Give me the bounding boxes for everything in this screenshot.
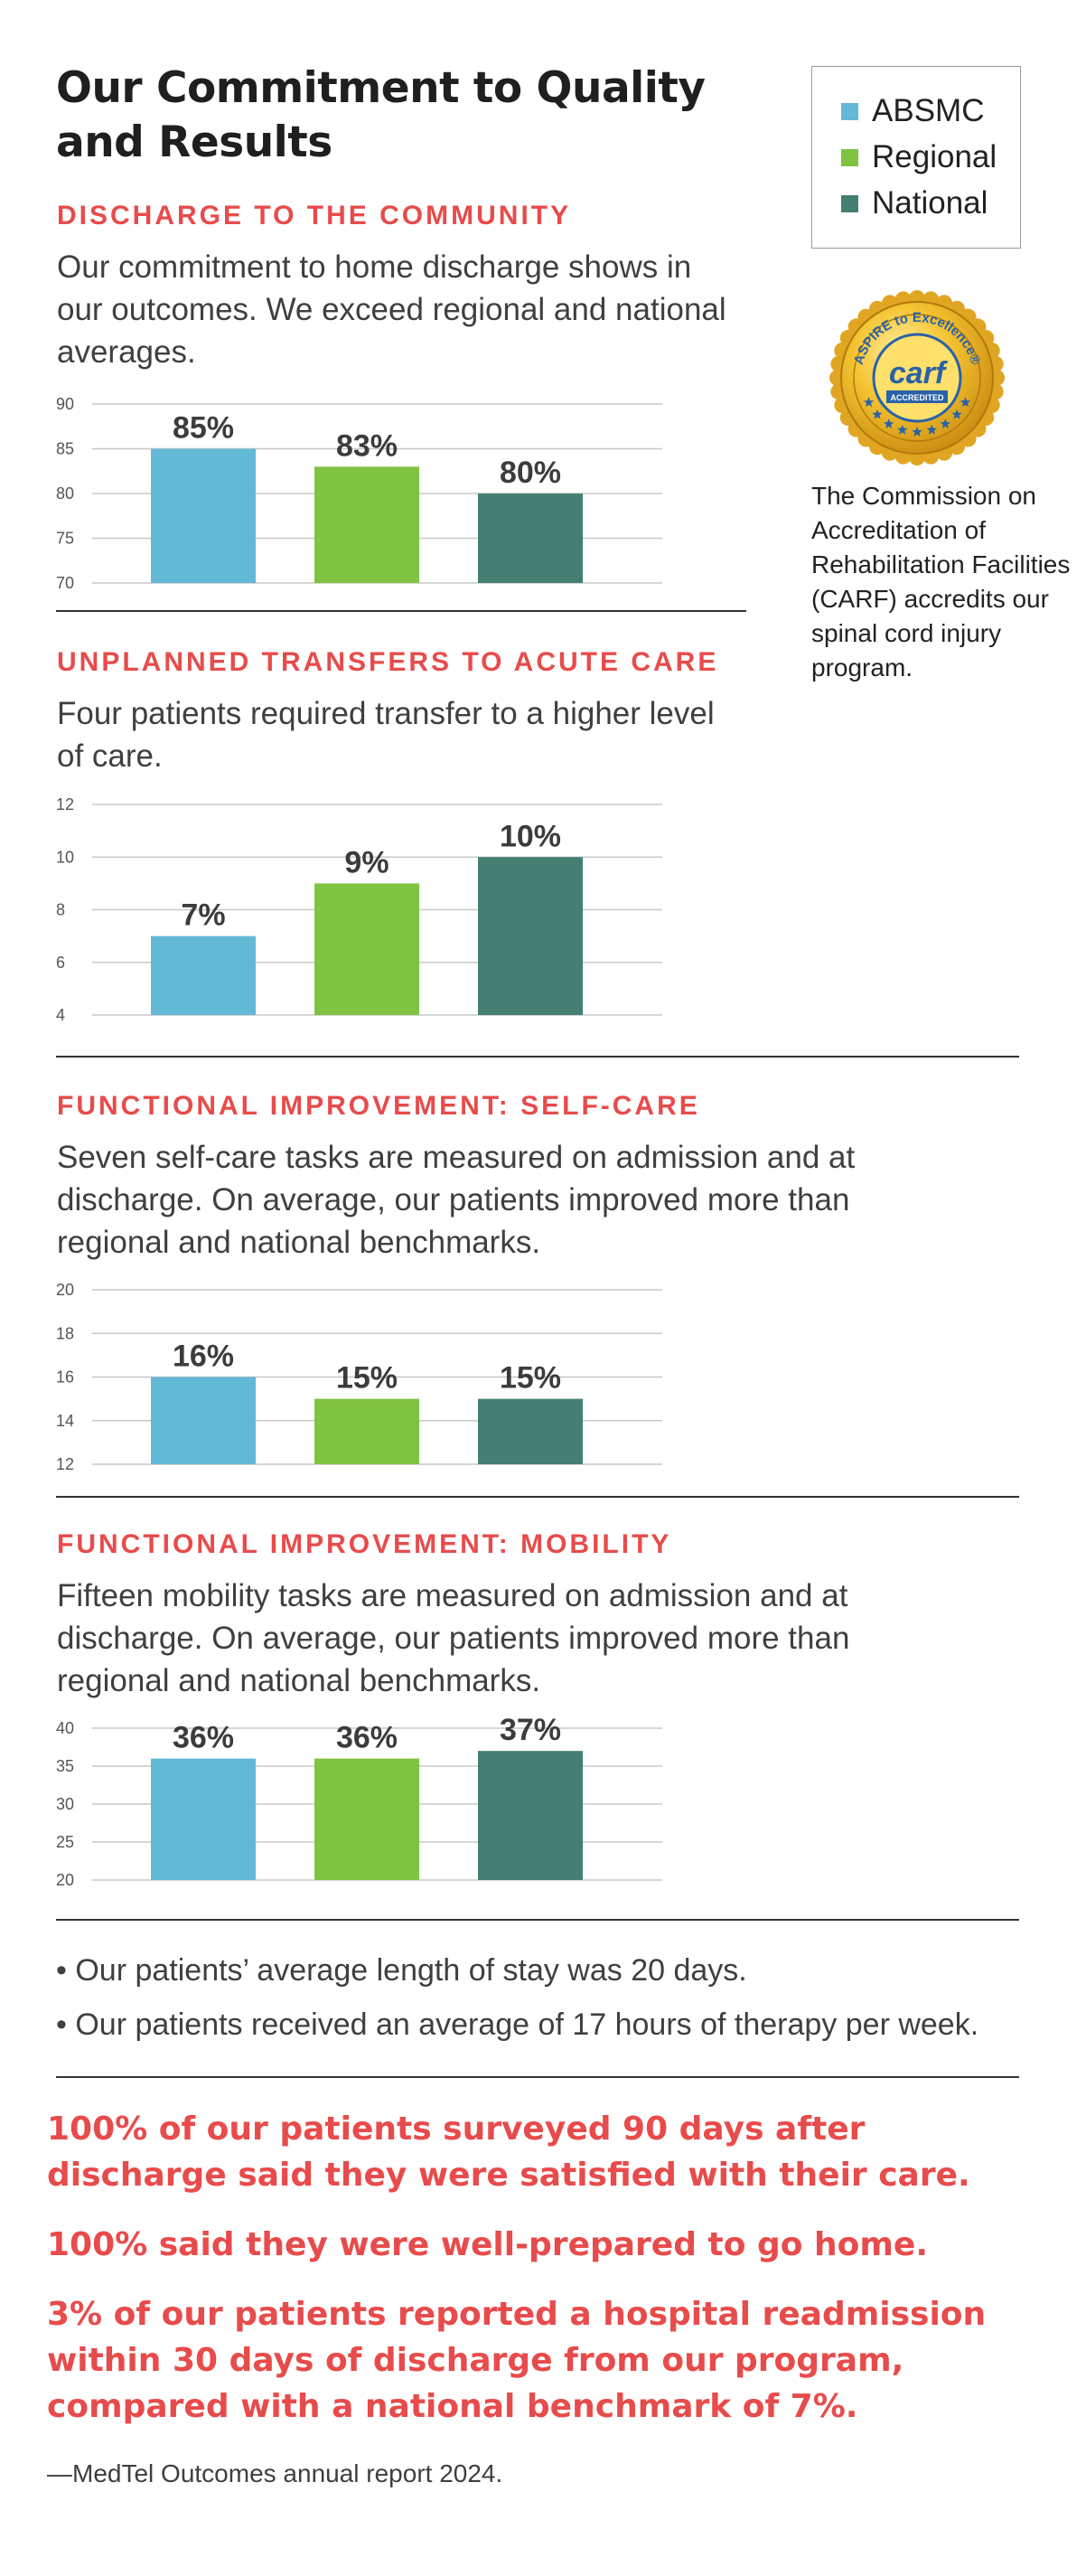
y-tick-label: 30: [56, 1795, 74, 1813]
chart-legend: ABSMC Regional National: [811, 66, 1021, 249]
seal-star-icon: [926, 424, 937, 435]
bar-absmc: [151, 1377, 256, 1464]
seal-star-icon: [912, 427, 922, 437]
chart-self-care: 12 14 16 18 20 16% 15% 15%: [56, 1281, 662, 1473]
chart-discharge-to-community: 70 75 80 85 90 85% 83% 80%: [56, 395, 662, 592]
accreditation-text: The Commission on Accreditation of Rehab…: [811, 482, 1071, 682]
callout-readmission: 3% of our patients reported a hospital r…: [47, 2296, 987, 2425]
section-divider: [56, 610, 746, 612]
bar-data-label: 10%: [500, 819, 561, 853]
y-tick-label: 4: [56, 1006, 65, 1024]
section-divider: [56, 1919, 1019, 1921]
bar-national: [478, 1751, 583, 1880]
y-tick-label: 12: [56, 795, 74, 813]
seal-accredited-text: ACCREDITED: [890, 393, 944, 402]
legend-label-absmc: ABSMC: [872, 93, 985, 128]
chart-mobility: 20 25 30 35 40 36% 36% 37%: [56, 1713, 662, 1889]
y-tick-label: 12: [56, 1455, 74, 1473]
bar-national: [478, 857, 583, 1015]
seal-star-icon: [872, 409, 883, 419]
bar-absmc: [151, 448, 256, 583]
bar-absmc: [151, 935, 256, 1015]
carf-seal-icon: ASPIRE to Excellence® carf ACCREDITED: [829, 290, 1005, 465]
y-tick-label: 10: [56, 848, 74, 866]
section-divider: [56, 1056, 1019, 1058]
bar-data-label: 83%: [336, 428, 398, 463]
y-tick-label: 18: [56, 1324, 74, 1342]
bar-absmc: [151, 1758, 256, 1880]
bar-regional: [314, 1758, 419, 1880]
section-heading-discharge: DISCHARGE TO THE COMMUNITY: [57, 201, 572, 230]
y-tick-label: 75: [56, 530, 74, 548]
section-divider: [56, 1496, 1019, 1498]
callout-prepared: 100% said they were well-prepared to go …: [47, 2226, 928, 2263]
bar-data-label: 9%: [344, 845, 389, 879]
y-tick-label: 70: [56, 574, 74, 592]
seal-star-icon: [940, 418, 951, 429]
bar-data-label: 37%: [500, 1713, 561, 1747]
bar-regional: [314, 1398, 419, 1464]
bullet-length-of-stay: • Our patients’ average length of stay w…: [56, 1953, 747, 1988]
seal-star-icon: [951, 409, 962, 419]
y-tick-label: 8: [56, 901, 65, 919]
seal-star-icon: [883, 418, 894, 429]
bar-data-label: 80%: [500, 456, 561, 490]
legend-swatch-national: [841, 195, 858, 212]
seal-star-icon: [960, 397, 971, 408]
callout-satisfaction: 100% of our patients surveyed 90 days af…: [47, 2111, 970, 2194]
legend-label-regional: Regional: [872, 139, 997, 174]
legend-swatch-absmc: [841, 103, 858, 120]
y-tick-label: 40: [56, 1719, 74, 1737]
bar-regional: [314, 466, 419, 583]
bar-regional: [314, 883, 419, 1015]
bullet-therapy-hours: • Our patients received an average of 17…: [56, 2007, 979, 2042]
y-tick-label: 14: [56, 1412, 74, 1430]
chart-unplanned-transfers: 4 6 8 10 12 7% 9% 10%: [56, 795, 662, 1024]
section-heading-transfers: UNPLANNED TRANSFERS TO ACUTE CARE: [57, 647, 719, 677]
y-tick-label: 16: [56, 1368, 74, 1387]
y-tick-label: 6: [56, 954, 65, 972]
y-tick-label: 20: [56, 1281, 74, 1299]
bar-data-label: 7%: [181, 898, 225, 933]
bar-data-label: 15%: [336, 1361, 398, 1396]
legend-label-national: National: [872, 185, 988, 221]
section-description-self-care: Seven self-care tasks are measured on ad…: [57, 1140, 856, 1260]
section-divider: [56, 2076, 1019, 2078]
y-tick-label: 90: [56, 395, 74, 413]
seal-star-icon: [897, 424, 908, 435]
y-tick-label: 20: [56, 1871, 74, 1889]
page-title: Our Commitment to Quality and Results: [56, 63, 706, 167]
bar-data-label: 36%: [336, 1721, 398, 1755]
bar-data-label: 16%: [173, 1340, 234, 1374]
bar-national: [478, 1398, 583, 1464]
source-citation: —MedTel Outcomes annual report 2024.: [47, 2459, 503, 2487]
legend-swatch-regional: [841, 149, 858, 166]
section-description-transfers: Four patients required transfer to a hig…: [57, 696, 715, 774]
seal-star-icon: [863, 397, 875, 408]
section-heading-mobility: FUNCTIONAL IMPROVEMENT: MOBILITY: [57, 1529, 672, 1559]
bar-data-label: 85%: [173, 411, 234, 446]
section-heading-self-care: FUNCTIONAL IMPROVEMENT: SELF-CARE: [57, 1091, 700, 1121]
y-tick-label: 85: [56, 440, 74, 458]
section-description-discharge: Our commitment to home discharge shows i…: [57, 249, 726, 370]
bar-data-label: 36%: [173, 1721, 234, 1755]
seal-carf-text: carf: [889, 356, 949, 390]
bar-data-label: 15%: [500, 1361, 561, 1396]
bar-national: [478, 494, 583, 583]
y-tick-label: 35: [56, 1757, 74, 1775]
section-description-mobility: Fifteen mobility tasks are measured on a…: [57, 1578, 850, 1698]
y-tick-label: 25: [56, 1833, 74, 1851]
y-tick-label: 80: [56, 484, 74, 503]
